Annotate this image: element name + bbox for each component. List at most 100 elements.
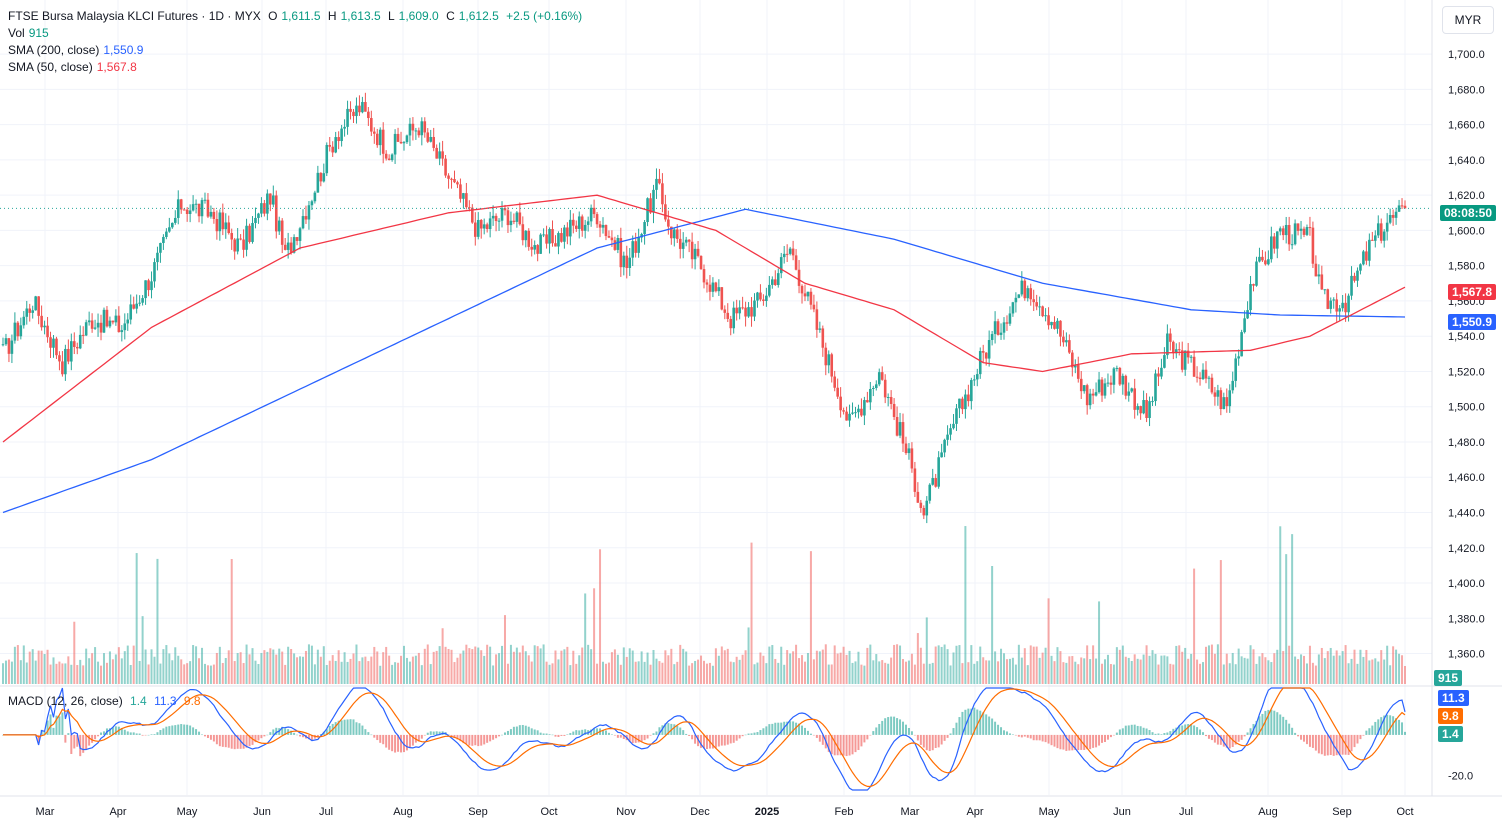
candle — [1287, 224, 1291, 245]
currency-button[interactable]: MYR — [1442, 6, 1494, 34]
candle — [545, 234, 548, 244]
candle — [1311, 227, 1315, 264]
volume-bar — [1106, 654, 1109, 684]
macd-histogram-bar — [248, 734, 251, 747]
macd-histogram-bar — [937, 734, 940, 748]
volume-bar — [322, 646, 325, 684]
change-value: +2.5 (+0.16%) — [506, 9, 583, 23]
price-tick-label: 1,520.0 — [1448, 366, 1485, 378]
candle — [898, 422, 902, 436]
candle — [1403, 205, 1407, 209]
candle — [1382, 231, 1386, 241]
macd-histogram-bar — [845, 734, 848, 757]
candle — [126, 319, 130, 324]
macd-histogram-bar — [1032, 734, 1035, 741]
candle — [1038, 306, 1041, 308]
candle — [815, 309, 819, 330]
volume-bar — [1095, 658, 1098, 684]
candle — [1299, 228, 1303, 231]
macd-histogram-bar — [290, 730, 293, 735]
candle — [1005, 322, 1009, 324]
volume-bar — [76, 665, 79, 684]
candle — [233, 239, 236, 252]
volume-bar — [417, 652, 420, 684]
volume-bar — [676, 661, 679, 684]
macd-histogram-bar — [1101, 734, 1104, 743]
candle — [319, 172, 323, 182]
macd-histogram-bar — [1047, 734, 1050, 744]
candle — [197, 203, 201, 217]
macd-histogram-bar — [230, 734, 233, 749]
candle — [610, 237, 614, 241]
candle — [153, 262, 156, 282]
candle — [981, 351, 985, 353]
candle — [316, 172, 320, 193]
candle — [251, 223, 254, 242]
macd-histogram-bar — [985, 714, 988, 735]
candle — [1305, 227, 1309, 235]
macd-histogram-bar — [426, 732, 429, 735]
candle — [1023, 280, 1027, 299]
volume-bar — [132, 645, 135, 684]
macd-histogram-bar — [1020, 734, 1023, 738]
macd-histogram-bar — [483, 734, 486, 745]
macd-histogram-bar — [661, 725, 664, 735]
volume-bar — [1300, 654, 1303, 684]
macd-histogram-bar — [786, 721, 789, 735]
volume-bar — [1038, 657, 1041, 684]
macd-histogram-bar — [462, 734, 465, 744]
ohlc-values: O 1,611.5 H 1,613.5 L 1,609.0 C 1,612.5 +2.5… — [268, 9, 583, 23]
macd-histogram-bar — [593, 728, 596, 735]
macd-histogram-bar — [815, 734, 818, 738]
macd-histogram-bar — [1270, 709, 1273, 735]
volume-bar — [355, 644, 358, 684]
macd-histogram-bar — [1139, 726, 1142, 735]
candle — [729, 318, 733, 329]
candle — [81, 334, 85, 336]
candle — [661, 183, 664, 205]
macd-histogram-bar — [1130, 724, 1133, 735]
macd-histogram-bar — [682, 730, 685, 735]
candle — [372, 131, 376, 134]
volume-bar — [70, 664, 73, 684]
macd-histogram-bar — [1317, 734, 1320, 754]
candle — [580, 216, 584, 231]
price-tick-label: 1,580.0 — [1448, 261, 1485, 273]
macd-histogram-bar — [818, 734, 821, 742]
time-tick-label: Apr — [109, 806, 126, 818]
macd-histogram-bar — [851, 734, 854, 755]
candle — [1076, 365, 1080, 379]
candle — [952, 423, 955, 429]
candle — [162, 236, 165, 244]
volume-bar — [414, 655, 417, 684]
volume-bar — [1371, 659, 1374, 684]
candle — [1317, 274, 1321, 277]
volume-bar — [649, 664, 652, 684]
macd-histogram-bar — [405, 734, 408, 751]
macd-histogram-bar — [162, 728, 165, 735]
candle — [1270, 236, 1273, 260]
macd-histogram-bar — [257, 734, 260, 741]
candle — [1296, 223, 1300, 231]
candle — [325, 144, 329, 174]
macd-histogram-bar — [376, 734, 379, 741]
macd-histogram-bar — [1264, 710, 1267, 735]
candle — [1127, 391, 1131, 396]
candle — [96, 322, 100, 328]
volume-bar — [599, 549, 602, 684]
macd-histogram-bar — [352, 719, 355, 735]
macd-histogram-bar — [1323, 734, 1326, 756]
macd-histogram-bar — [337, 720, 340, 735]
volume-bar — [254, 660, 257, 684]
volume-bar — [1139, 659, 1142, 684]
volume-bar — [230, 559, 233, 684]
volume-bar — [94, 647, 97, 684]
candle — [785, 253, 789, 255]
macd-histogram-bar — [400, 734, 403, 753]
macd-histogram-bar — [97, 734, 100, 737]
volume-bar — [536, 646, 539, 684]
volume-bar — [815, 650, 818, 684]
volume-bar — [28, 651, 31, 684]
volume-bar — [492, 665, 495, 684]
